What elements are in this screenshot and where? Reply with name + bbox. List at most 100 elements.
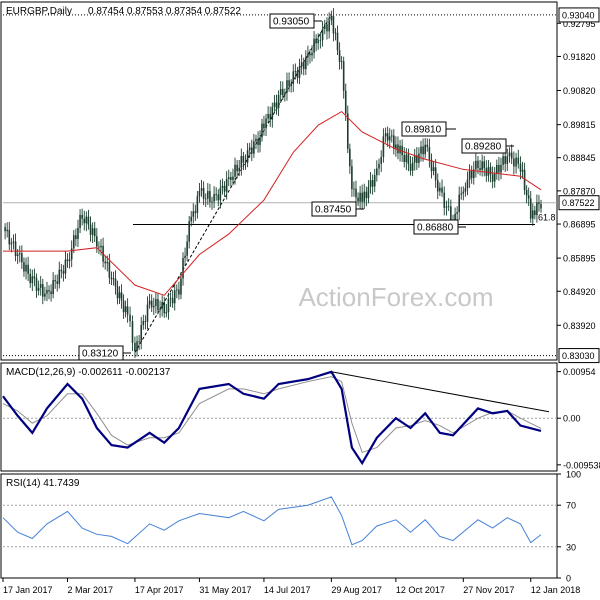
candle-body [416,155,418,163]
candle-body [155,299,157,306]
price-tick-label: 0.90820 [563,86,596,96]
candle-body [531,210,534,219]
candle-body [48,289,50,292]
candle-body [328,20,330,32]
candle-body [500,164,502,173]
candle-body [319,39,322,41]
candle-body [188,221,190,242]
candle-body [163,302,166,314]
candle-body [288,80,290,87]
candle-body [521,169,524,172]
macd-panel[interactable] [0,362,558,472]
price-tick-label: 0.85895 [563,254,596,264]
candle-body [267,114,269,119]
candle-body [124,306,127,313]
candle-body [409,164,412,171]
rsi-panel[interactable] [0,473,558,579]
candle-body [502,156,504,165]
candle-body [248,147,251,151]
candle-body [196,196,199,213]
candle-body [491,174,494,182]
candle-body [244,162,247,164]
candle-body [161,302,163,309]
candle-body [334,32,337,34]
date-tick-label: 12 Oct 2017 [396,585,445,595]
candle-body [519,163,522,172]
date-tick-label: 17 Apr 2017 [135,585,184,595]
candle-body [493,173,496,182]
candle-body [462,191,465,194]
candle-body [159,308,161,311]
candle-body [25,264,27,272]
candle-body [211,201,213,203]
moving-average [3,110,542,296]
candle-body [21,253,23,263]
date-tick-label: 29 Aug 2017 [331,585,382,595]
candle-body [232,176,234,180]
candle-body [390,135,393,137]
annotation-label: 0.83120 [82,349,119,360]
price-tick-label: 0.87870 [563,186,596,196]
candle-body [263,123,265,129]
candle-body [506,156,509,164]
candle-body [273,102,276,107]
candle-body [66,259,69,262]
candle-body [152,305,155,308]
candle-body [525,189,528,196]
candle-body [261,123,263,138]
candle-body [44,293,46,297]
candle-body [367,186,370,199]
annotation-label: 0.89280 [465,142,502,153]
candle-body [200,188,203,192]
price-panel-title: EURGBP,Daily [6,6,72,17]
candle-body [281,88,284,95]
candle-body [265,118,267,129]
candle-body [146,304,149,322]
candle-body [349,148,351,167]
candle-body [35,278,38,291]
price-tick-label: 0.84920 [563,287,596,297]
candle-body [62,271,65,274]
candle-body [190,216,193,222]
candle-body [472,169,475,179]
macd-tick-label: 0.00954 [563,367,596,377]
date-tick-label: 27 Nov 2017 [463,585,514,595]
candle-body [498,164,500,173]
candle-body [16,254,19,257]
candle-body [296,70,299,78]
candle-body [93,228,96,237]
candle-body [411,162,414,171]
annotation-label: 0.93050 [273,17,310,28]
candle-body [131,321,134,343]
candle-body [363,191,366,202]
candle-body [14,241,17,257]
candle-body [323,24,326,29]
candle-body [397,144,399,154]
price-level-box [558,348,600,364]
candle-body [227,177,230,179]
candle-body [487,167,490,176]
candle-body [167,299,170,313]
candle-body [29,273,32,284]
candle-body [292,71,295,84]
candle-body [108,261,111,278]
candle-body [460,193,463,195]
candle-body [477,160,479,168]
candle-body [140,325,143,343]
candle-body [50,291,52,295]
candle-body [527,195,530,199]
candle-body [332,15,335,34]
macd-line [2,370,542,466]
price-tick-label: 0.91820 [563,52,596,62]
price-panel[interactable] [0,1,558,361]
candle-body [230,177,232,180]
candle-body [96,236,98,247]
candle-body [114,278,117,287]
candle-body [4,227,6,232]
candle-body [373,175,376,187]
candle-body [178,289,180,295]
candle-body [215,193,217,195]
price-level-label: 0.83030 [562,351,595,361]
annotation-label: 0.86880 [417,223,454,234]
